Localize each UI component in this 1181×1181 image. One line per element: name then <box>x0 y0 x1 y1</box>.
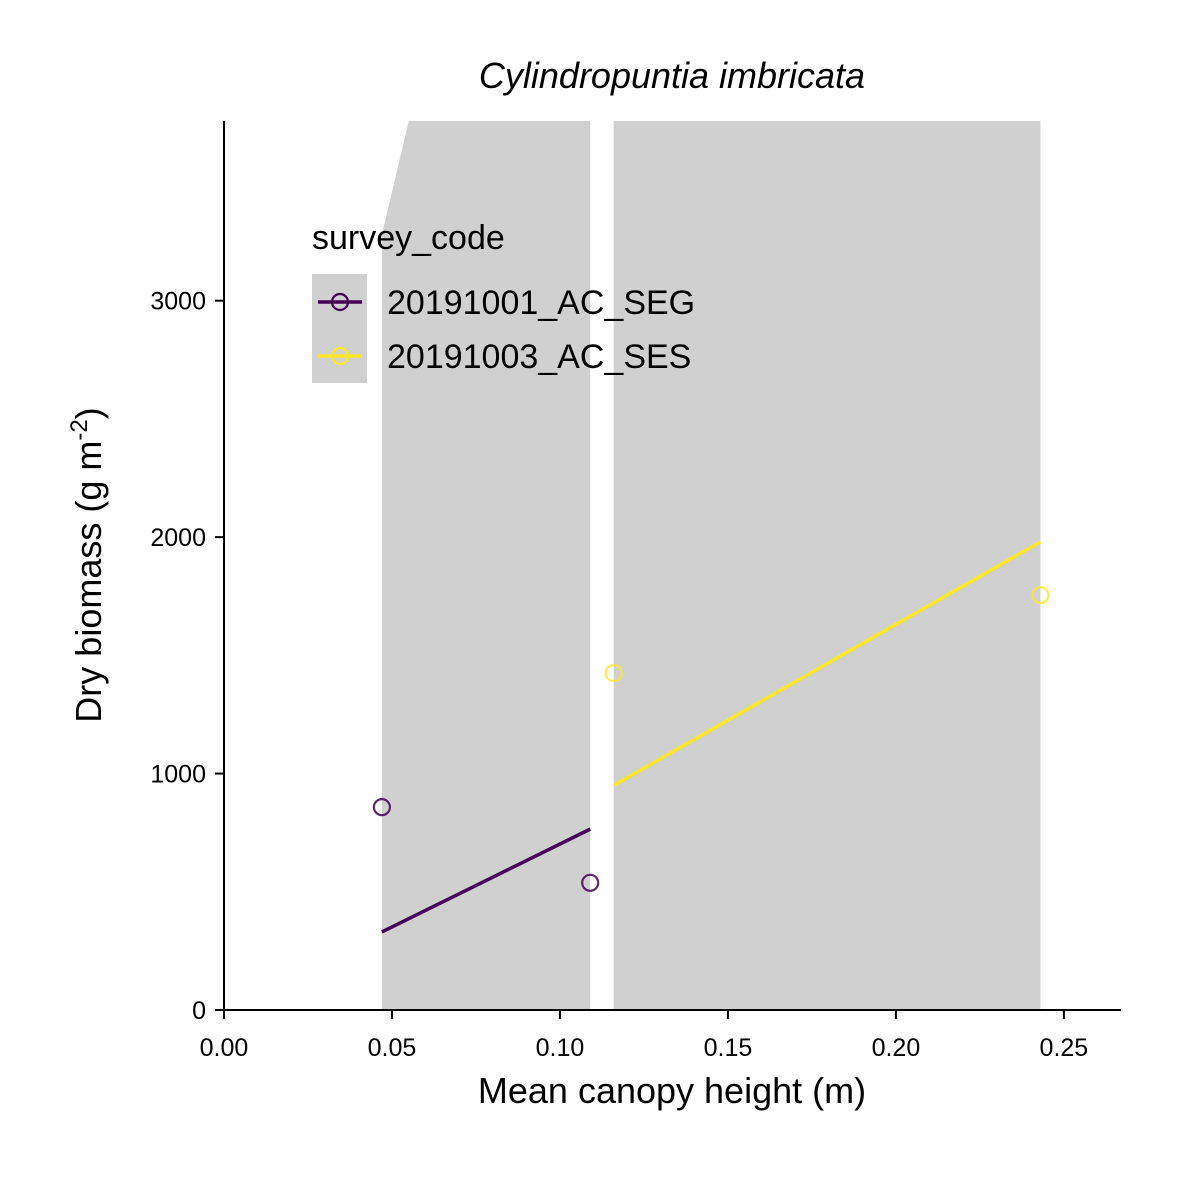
ribbon-series-2 <box>613 121 1041 1010</box>
y-axis-title: Dry biomass (g m-2) <box>66 407 109 722</box>
chart-title: Cylindropuntia imbricata <box>479 55 865 96</box>
x-tick-label: 0.15 <box>704 1034 753 1062</box>
point-series-1-1 <box>372 798 391 817</box>
x-ticks: 0.00 0.05 0.10 0.15 0.20 0.25 <box>200 1010 1089 1062</box>
fit-lines <box>381 540 1042 934</box>
y-tick-label: 1000 <box>150 761 206 789</box>
data-points <box>372 585 1050 892</box>
axes: 0.00 0.05 0.10 0.15 0.20 0.25 0 1000 2000 3000 <box>150 121 1121 1062</box>
fit-line-series-1 <box>381 827 591 934</box>
fit-line-series-2 <box>612 540 1042 787</box>
y-axis-title-superscript: -2 <box>66 419 93 440</box>
y-axis-title-close: ) <box>68 407 109 419</box>
legend-entries: 20191001_AC_SEG 20191003_AC_SES <box>318 284 695 376</box>
x-tick-label: 0.00 <box>200 1034 249 1062</box>
confidence-ribbons <box>381 121 1041 1010</box>
x-tick-label: 0.20 <box>872 1034 921 1062</box>
y-tick-label: 3000 <box>150 288 206 316</box>
legend-key-point <box>330 292 350 312</box>
legend-label: 20191003_AC_SES <box>387 338 691 376</box>
y-ticks: 0 1000 2000 3000 <box>150 288 224 1025</box>
y-axis-title-main: Dry biomass (g m <box>68 441 109 723</box>
legend-key-background <box>312 274 367 383</box>
y-tick-label: 0 <box>192 997 206 1025</box>
x-tick-label: 0.05 <box>368 1034 417 1062</box>
legend-label: 20191001_AC_SEG <box>387 284 695 322</box>
ribbon-series-1 <box>381 121 591 1010</box>
point-series-2-2 <box>1031 585 1050 605</box>
legend-key-point <box>330 346 350 366</box>
point-series-2-1 <box>604 663 623 683</box>
y-tick-label: 2000 <box>150 524 206 552</box>
legend-title: survey_code <box>312 219 505 257</box>
point-series-1-2 <box>581 873 600 892</box>
legend: survey_code 20191001_AC_SEG 20191003_AC_S… <box>312 219 695 383</box>
x-tick-label: 0.25 <box>1040 1034 1089 1062</box>
x-axis-title: Mean canopy height (m) <box>478 1070 866 1111</box>
x-tick-label: 0.10 <box>536 1034 585 1062</box>
